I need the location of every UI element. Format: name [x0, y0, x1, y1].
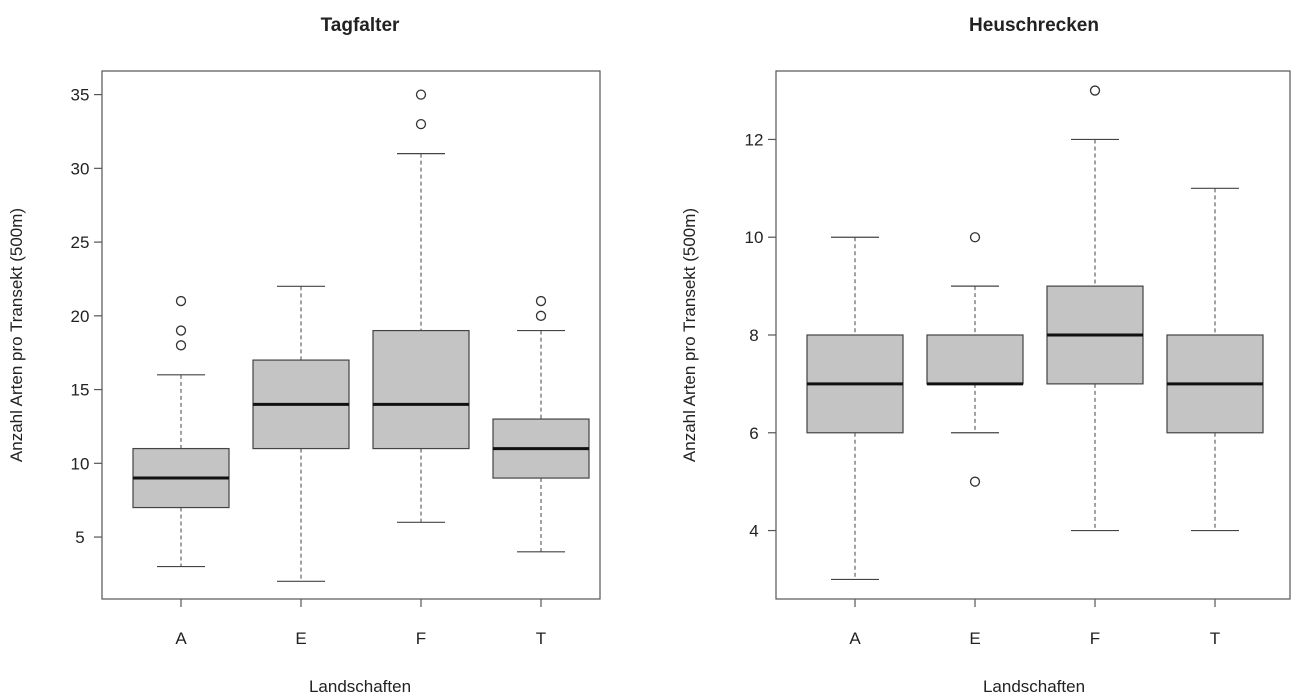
x-tick-label: A — [849, 629, 861, 648]
x-tick-label: F — [1090, 629, 1100, 648]
outlier-point — [175, 295, 187, 307]
outlier-point — [415, 89, 427, 100]
x-tick-label: F — [416, 629, 426, 648]
y-axis-label-heuschrecken: Anzahl Arten pro Transekt (500m) — [680, 208, 699, 462]
x-tick-label: T — [1210, 629, 1220, 648]
y-tick-label: 10 — [71, 454, 90, 473]
x-tick-label: E — [969, 629, 980, 648]
chart-title-heuschrecken: Heuschrecken — [969, 15, 1099, 36]
outlier-point — [969, 232, 981, 243]
tagfalter-panel: Tagfalter Landschaften Anzahl Arten pro … — [7, 15, 601, 696]
outlier-point — [415, 118, 427, 130]
outlier-point — [175, 325, 187, 336]
x-tick-label: E — [295, 629, 306, 648]
y-tick-label: 15 — [71, 381, 90, 400]
x-axis-label-tagfalter: Landschaften — [309, 677, 411, 696]
x-tick-label: A — [175, 629, 187, 648]
y-tick-label: 5 — [75, 528, 84, 547]
x-tick-label: T — [536, 629, 546, 648]
y-axis-label-tagfalter: Anzahl Arten pro Transekt (500m) — [7, 208, 26, 462]
y-tick-label: 20 — [71, 307, 90, 326]
y-tick-label: 10 — [745, 228, 764, 247]
box-F — [372, 329, 470, 450]
y-tick-label: 30 — [71, 159, 90, 178]
y-tick-label: 4 — [749, 522, 758, 541]
outlier-point — [969, 476, 981, 487]
y-tick-label: 12 — [745, 130, 764, 149]
plot-frame — [101, 70, 601, 600]
chart-title-tagfalter: Tagfalter — [321, 15, 400, 36]
outlier-point — [1089, 85, 1101, 96]
box-E — [926, 334, 1024, 385]
y-tick-label: 8 — [749, 326, 758, 345]
outlier-point — [535, 310, 547, 321]
y-tick-label: 35 — [71, 86, 90, 105]
heuschrecken-panel: Heuschrecken Landschaften Anzahl Arten p… — [680, 15, 1291, 696]
y-tick-label: 25 — [71, 233, 90, 252]
outlier-point — [175, 340, 187, 351]
y-tick-label: 6 — [749, 424, 758, 443]
outlier-point — [535, 295, 547, 307]
x-axis-label-heuschrecken: Landschaften — [983, 677, 1085, 696]
